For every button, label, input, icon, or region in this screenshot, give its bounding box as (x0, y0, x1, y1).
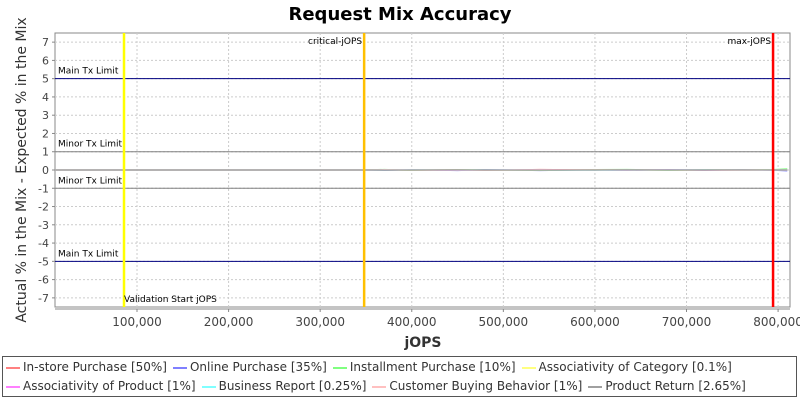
x-tick-label: 100,000 (112, 315, 162, 329)
legend-item: Customer Buying Behavior [1%] (372, 379, 582, 393)
marker-label: critical-jOPS (308, 37, 362, 47)
y-tick-label: 1 (42, 146, 49, 159)
chart-title: Request Mix Accuracy (288, 4, 511, 25)
y-tick-label: -4 (38, 237, 49, 250)
x-tick-label: 800,000 (753, 315, 800, 329)
threshold-label: Minor Tx Limit (58, 140, 123, 150)
legend-item: Online Purchase [35%] (172, 360, 327, 374)
threshold-label: Minor Tx Limit (58, 176, 123, 186)
legend-label: In-store Purchase [50%] (23, 360, 167, 374)
y-tick-label: 5 (42, 73, 49, 86)
legend-swatch (372, 385, 387, 388)
legend-item: Associativity of Product [1%] (6, 379, 196, 393)
legend-item: Installment Purchase [10%] (332, 360, 516, 374)
y-tick-label: 2 (42, 127, 49, 140)
threshold-label: Main Tx Limit (58, 249, 119, 259)
legend-swatch (6, 385, 20, 388)
legend-swatch (6, 366, 20, 369)
legend-swatch (201, 385, 216, 388)
y-tick-label: -2 (38, 201, 49, 214)
threshold-label: Main Tx Limit (58, 67, 119, 77)
y-tick-label: -3 (38, 219, 49, 232)
legend-item: In-store Purchase [50%] (6, 360, 167, 374)
legend-label: Product Return [2.65%] (605, 379, 746, 393)
x-tick-label: 700,000 (662, 315, 712, 329)
x-tick-label: 500,000 (479, 315, 529, 329)
legend-label: Associativity of Product [1%] (23, 379, 196, 393)
legend-label: Associativity of Category [0.1%] (538, 360, 732, 374)
y-tick-label: -5 (38, 255, 49, 268)
legend-item: Product Return [2.65%] (588, 379, 746, 393)
legend-label: Business Report [0.25%] (218, 379, 367, 393)
legend-label: Installment Purchase [10%] (349, 360, 516, 374)
y-tick-label: 6 (42, 54, 49, 67)
legend-swatch (521, 366, 536, 369)
y-tick-label: 7 (42, 36, 49, 49)
legend-item: Associativity of Category [0.1%] (521, 360, 732, 374)
marker-label: max-jOPS (727, 37, 771, 47)
y-tick-label: 0 (42, 164, 49, 177)
y-tick-label: 4 (42, 91, 49, 104)
legend-swatch (332, 366, 347, 369)
y-tick-label: 3 (42, 109, 49, 122)
y-axis-label: Actual % in the Mix - Expected % in the … (14, 17, 30, 322)
y-tick-label: -6 (38, 274, 49, 287)
legend-label: Online Purchase [35%] (189, 360, 327, 374)
legend-swatch (588, 385, 603, 388)
x-tick-label: 300,000 (295, 315, 345, 329)
legend: In-store Purchase [50%] Online Purchase [… (2, 356, 797, 397)
legend-item: Business Report [0.25%] (201, 379, 367, 393)
y-tick-label: -7 (38, 292, 49, 305)
x-tick-label: 200,000 (204, 315, 254, 329)
x-axis-label: jOPS (403, 335, 441, 351)
request-mix-chart: Request Mix Accuracy Actual % in the Mix… (14, 4, 800, 351)
y-tick-label: -1 (38, 182, 49, 195)
legend-swatch (172, 366, 187, 369)
x-tick-label: 400,000 (387, 315, 437, 329)
legend-label: Customer Buying Behavior [1%] (389, 379, 583, 393)
x-tick-label: 600,000 (570, 315, 620, 329)
marker-label: Validation Start jOPS (124, 295, 217, 305)
